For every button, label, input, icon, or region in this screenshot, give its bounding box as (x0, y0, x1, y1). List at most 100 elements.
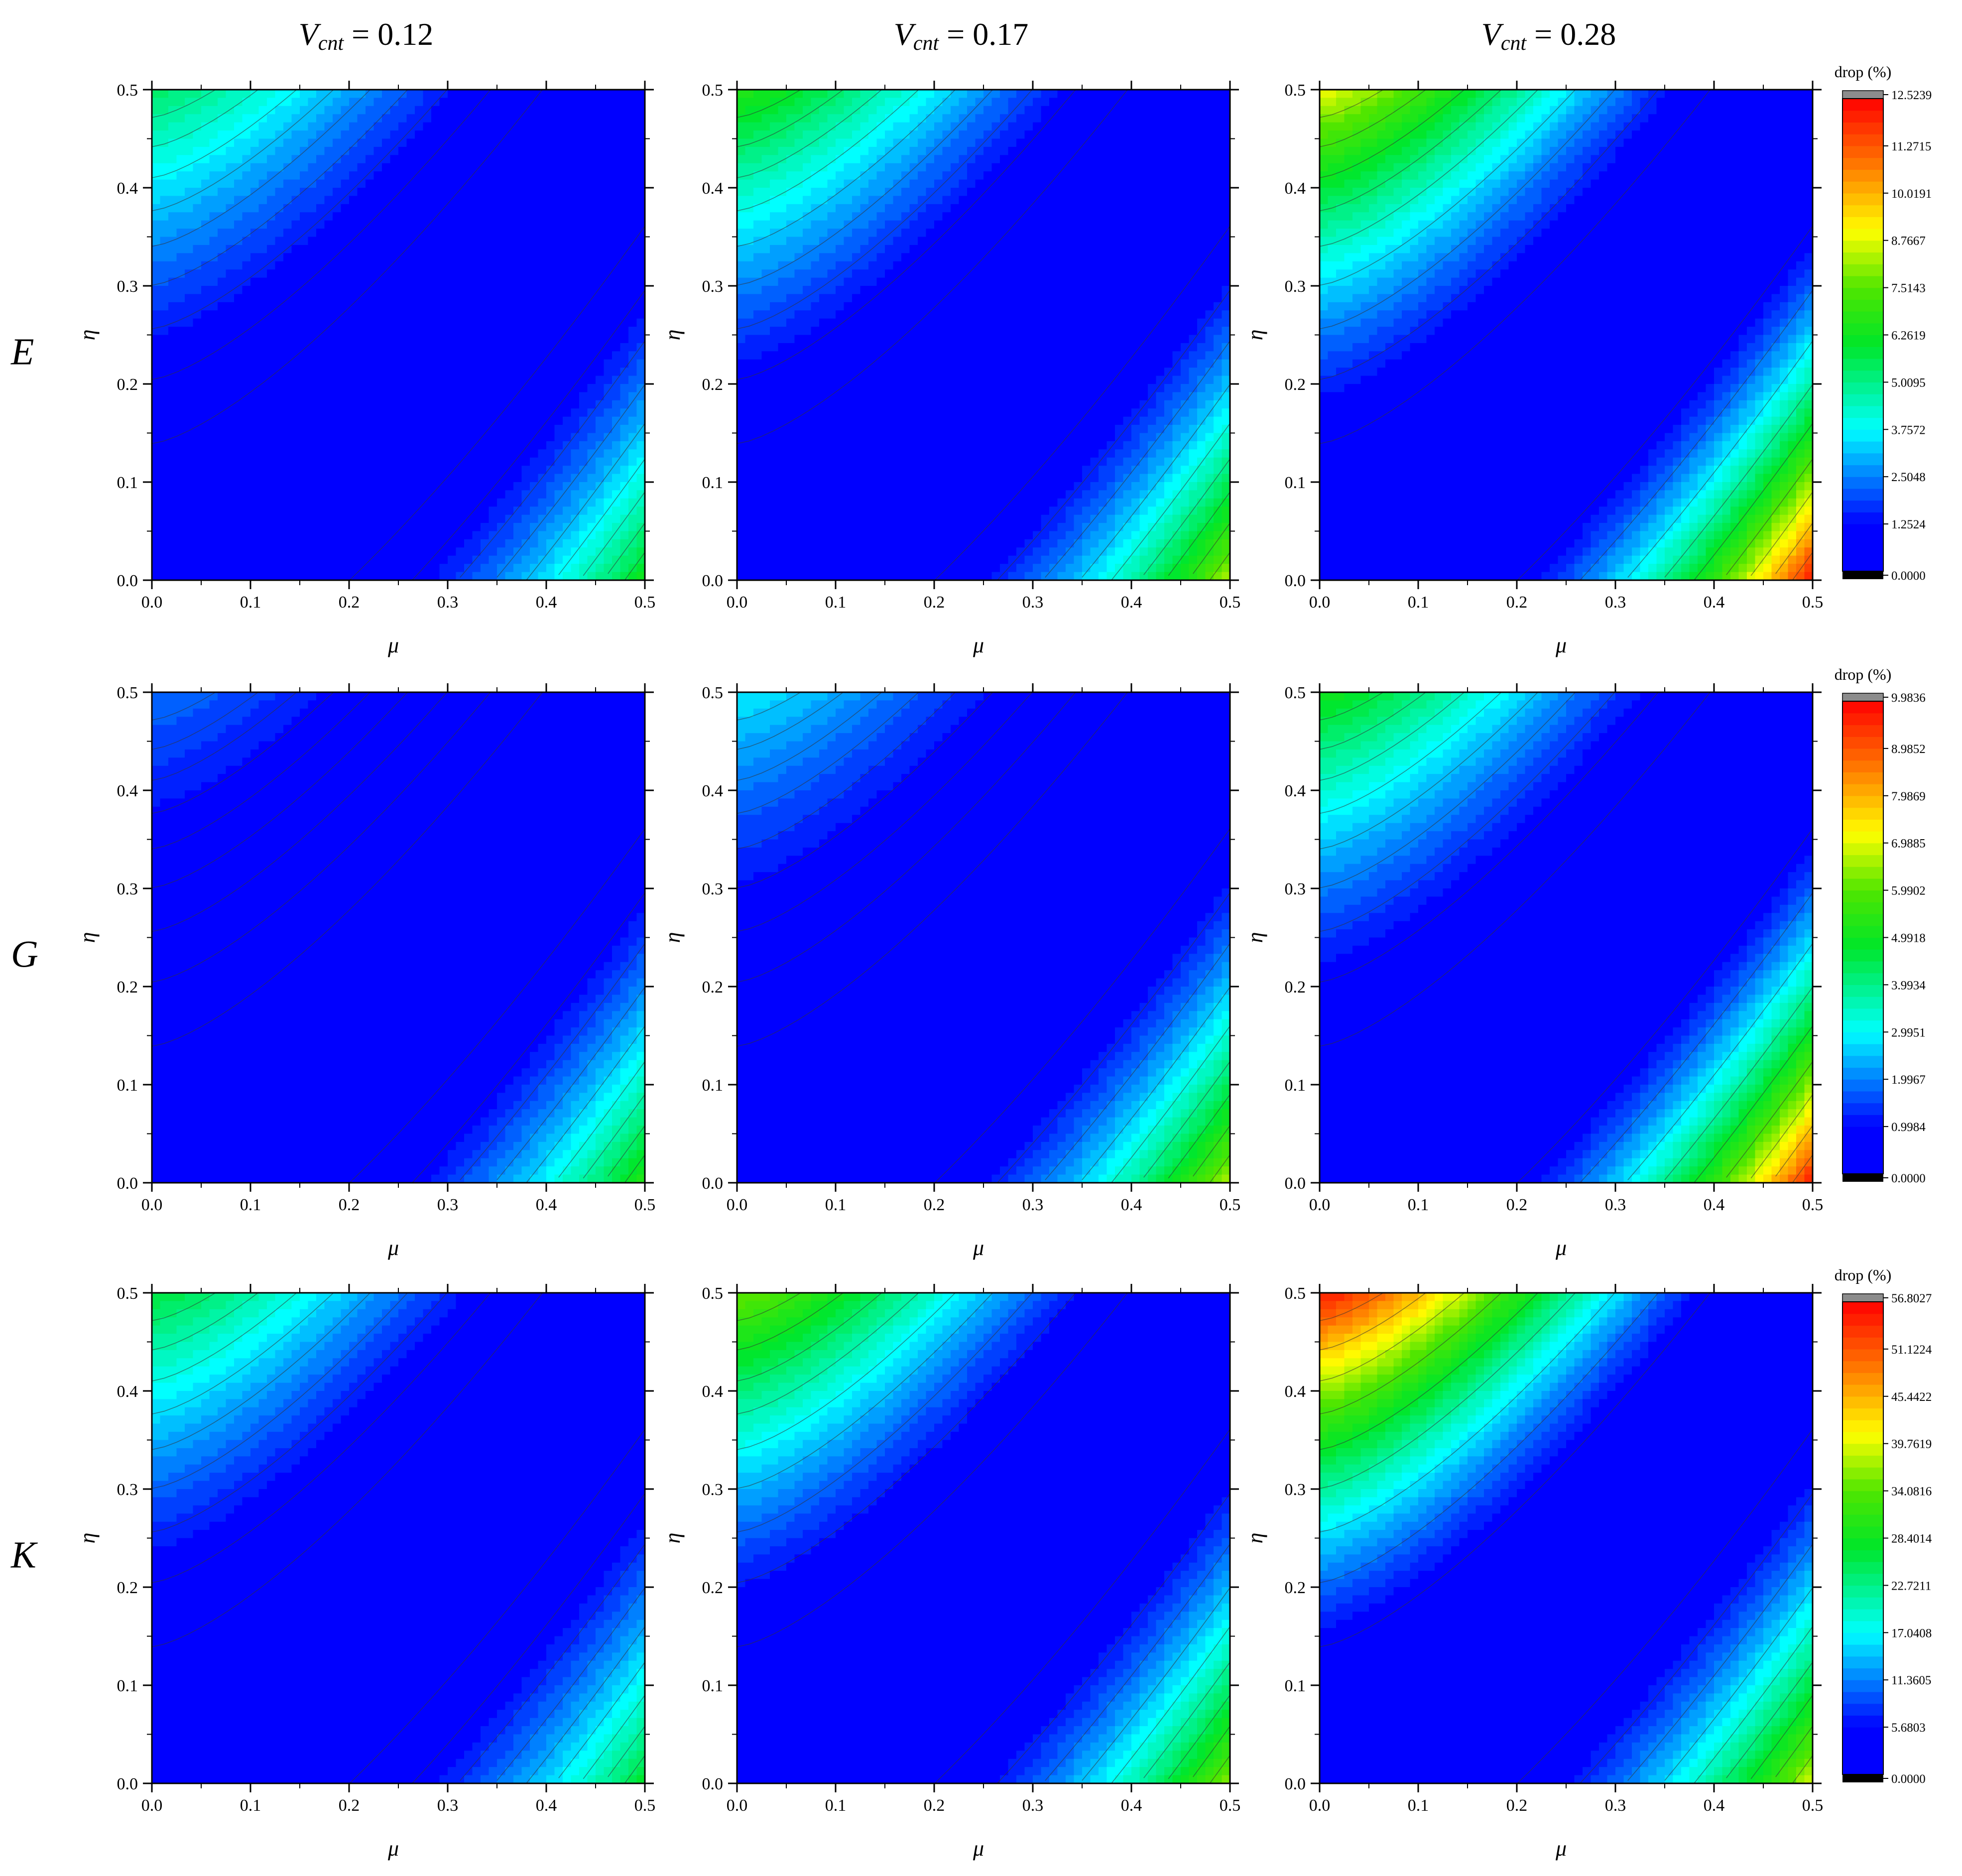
isoline (1045, 943, 1230, 1181)
isoline (1792, 1154, 1813, 1183)
colorbar-band (1842, 925, 1883, 938)
colorbar-band (1842, 1150, 1883, 1162)
isoline (737, 90, 1033, 330)
colorbar-tick-label: 56.8027 (1891, 1292, 1932, 1305)
row-label-E: E (10, 331, 34, 373)
colorbar-tick-label: 10.0191 (1891, 187, 1932, 201)
y-tick-label: 0.2 (702, 375, 724, 394)
title-value: = 0.28 (1526, 16, 1616, 52)
isoline (1320, 90, 1384, 118)
isoline (1320, 1293, 1576, 1489)
y-tick-label: 0.5 (1285, 684, 1306, 702)
colorbar-band (1842, 264, 1883, 276)
y-tick-label: 0.3 (1285, 1481, 1306, 1499)
isoline (525, 423, 645, 580)
isoline (1045, 1544, 1230, 1781)
isoline (1775, 522, 1813, 574)
isoline (349, 226, 645, 580)
colorbar-band (1842, 311, 1883, 324)
isoline (152, 692, 448, 932)
contour-lines (152, 90, 645, 580)
isoline (1168, 1695, 1230, 1779)
colorbar-band (1842, 1573, 1883, 1586)
colorbar-tick-label: 3.7572 (1891, 423, 1926, 437)
axis-ticks: 0.00.0 0.1 0.1 0.2 0.2 0.3 0.3 0.4 0.4 0.5 0.5 (1285, 1284, 1824, 1815)
colorbar-band (1842, 1751, 1883, 1763)
y-tick-label: 0.2 (702, 978, 724, 997)
isoline (525, 1626, 645, 1783)
colorbar-band (1842, 535, 1883, 548)
colorbar-band (1842, 1431, 1883, 1444)
isoline (1143, 1662, 1230, 1778)
y-tick-label: 0.5 (1285, 1284, 1306, 1303)
isoline (1320, 1293, 1711, 1647)
isoline (1693, 1626, 1813, 1783)
colorbar-band (1842, 1396, 1883, 1409)
contour-field (152, 692, 645, 1183)
colorbar-tick-label: 6.9885 (1891, 837, 1926, 851)
colorbar-G: drop (%) 0.0000 0.9984 1.9967 2.9951 3.9934 4.… (1835, 665, 1926, 1185)
y-axis-label: η (660, 1533, 685, 1544)
colorbar-band (1842, 1067, 1883, 1080)
colorbar-band (1842, 1644, 1883, 1657)
isoline (152, 692, 259, 750)
x-tick-label: 0.5 (1802, 1796, 1824, 1815)
y-tick-label: 0.1 (1285, 1076, 1306, 1095)
y-axis-label: η (1243, 330, 1267, 341)
title-value: = 0.12 (344, 16, 433, 52)
colorbar-band (1842, 299, 1883, 312)
x-tick-label: 0.2 (1506, 593, 1528, 612)
colorbar-band (1842, 205, 1883, 217)
isoline (737, 90, 802, 118)
y-tick-label: 0.2 (117, 375, 138, 394)
isoline (558, 1662, 645, 1778)
colorbar-tick-label: 12.5239 (1891, 89, 1932, 102)
colorbar-band (1842, 500, 1883, 512)
isoline (1627, 1544, 1813, 1781)
isoline (1082, 987, 1230, 1180)
isoline (152, 1293, 334, 1415)
colorbar-band (1842, 441, 1883, 454)
isoline (152, 90, 448, 330)
isoline (496, 1587, 645, 1781)
y-tick-label: 0.0 (702, 1174, 724, 1193)
colorbar-tick-label: 5.9902 (1891, 884, 1926, 898)
isoline (1045, 341, 1230, 578)
colorbar-band (1842, 193, 1883, 206)
colorbar-band (1842, 997, 1883, 1009)
contour-field (737, 90, 1230, 580)
colorbar-band (1842, 453, 1883, 466)
colorbar-band (1842, 1313, 1883, 1326)
isoline (152, 692, 371, 850)
isoline (152, 90, 297, 178)
x-tick-label: 0.4 (1704, 1196, 1725, 1214)
contour-lines (1320, 692, 1813, 1183)
y-tick-label: 0.2 (1285, 375, 1306, 394)
panel-E-3: 0.00.0 0.1 0.1 0.2 0.2 0.3 0.3 0.4 0.4 0.5 0.5 μ η (1243, 81, 1823, 657)
x-axis-label: μ (1555, 633, 1567, 657)
colorbar-tick-label: 28.4014 (1891, 1532, 1932, 1546)
x-tick-label: 0.0 (727, 593, 748, 612)
x-tick-label: 0.2 (339, 1796, 360, 1815)
x-tick-label: 0.4 (1704, 593, 1725, 612)
isoline (934, 226, 1230, 580)
x-axis-label: μ (1555, 1236, 1567, 1260)
colorbar-band (1842, 1514, 1883, 1527)
title-subscript: cnt (318, 32, 345, 55)
colorbar-under-cap (1842, 1174, 1883, 1182)
isoline (1627, 341, 1813, 578)
colorbar-tick-label: 0.0000 (1891, 1172, 1926, 1185)
colorbar-band (1842, 405, 1883, 418)
y-tick-label: 0.2 (1285, 1579, 1306, 1597)
colorbar-band (1842, 1302, 1883, 1314)
y-tick-label: 0.4 (702, 179, 724, 198)
colorbar-band (1842, 382, 1883, 394)
isoline (152, 1293, 259, 1351)
colorbar-tick-label: 0.9984 (1891, 1121, 1926, 1134)
colorbar-band (1842, 1126, 1883, 1139)
isoline (583, 1695, 645, 1779)
colorbar-band (1842, 843, 1883, 856)
isoline (1320, 1293, 1502, 1415)
y-tick-label: 0.0 (117, 572, 138, 590)
colorbar-band (1842, 559, 1883, 572)
